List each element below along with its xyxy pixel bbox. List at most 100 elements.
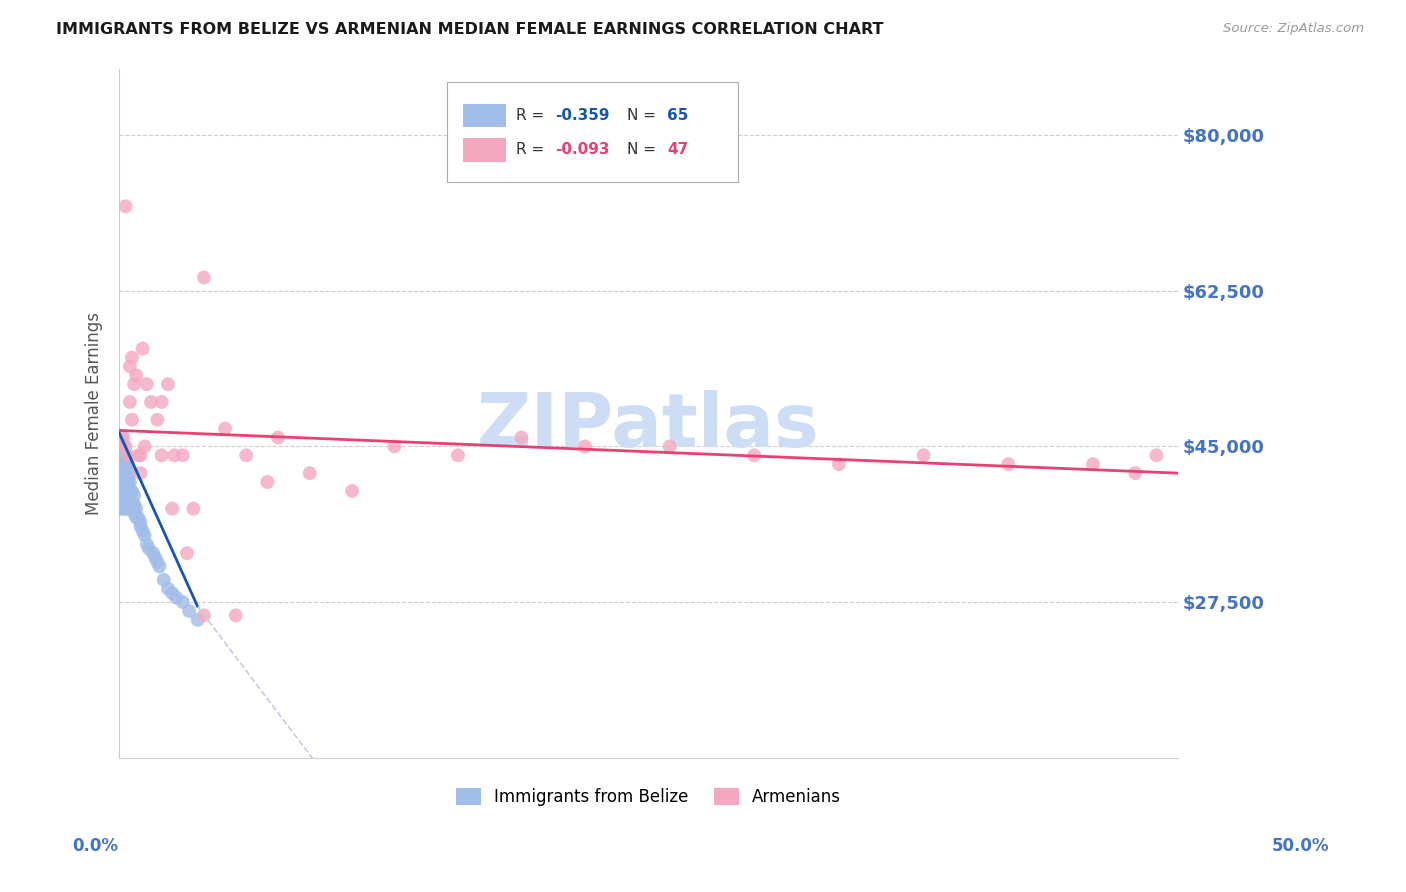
Point [110,492,132,507]
Point [150,448,173,462]
Point [187,613,209,627]
Point [110,448,132,462]
Point [114,452,136,467]
Point [235,448,257,462]
Point [117,501,139,516]
Point [122,497,145,511]
Point [146,555,169,569]
Point [114,457,136,471]
Point [127,510,149,524]
Point [118,497,141,511]
Point [112,466,135,480]
Point [193,270,215,285]
Point [114,488,136,502]
Point [118,359,141,374]
Point [125,510,148,524]
Point [135,537,157,551]
Point [118,395,141,409]
Text: 47: 47 [668,143,689,157]
Point [117,483,139,498]
Point [165,591,187,605]
Point [110,501,132,516]
Point [121,497,143,511]
Point [117,466,139,480]
Point [156,582,179,596]
Point [658,439,681,453]
Point [122,506,145,520]
Point [193,608,215,623]
Point [134,439,156,453]
Point [117,492,139,507]
Point [121,351,143,365]
Point [112,501,135,516]
Point [160,586,183,600]
Point [112,475,135,489]
Point [134,528,156,542]
Point [172,448,194,462]
Point [179,604,201,618]
Point [510,431,533,445]
Point [118,475,141,489]
Point [139,395,162,409]
Point [122,488,145,502]
Point [160,501,183,516]
Point [117,457,139,471]
Text: 65: 65 [668,108,689,123]
Point [112,488,135,502]
Point [110,466,132,480]
Point [118,466,141,480]
Point [125,501,148,516]
Point [150,395,173,409]
Point [110,452,132,467]
Point [828,457,851,471]
Point [183,501,205,516]
Point [131,524,153,538]
Point [148,559,170,574]
Point [112,431,135,445]
Point [122,377,145,392]
Point [125,368,148,383]
Point [152,573,174,587]
Text: 50.0%: 50.0% [1272,837,1329,855]
Point [112,439,135,453]
Text: IMMIGRANTS FROM BELIZE VS ARMENIAN MEDIAN FEMALE EARNINGS CORRELATION CHART: IMMIGRANTS FROM BELIZE VS ARMENIAN MEDIA… [56,22,884,37]
Text: -0.093: -0.093 [555,143,610,157]
Point [1144,448,1167,462]
Point [138,541,160,556]
Point [110,431,132,445]
Point [112,492,135,507]
Text: R =: R = [516,143,550,157]
Point [142,546,165,560]
Point [112,461,135,475]
Point [127,448,149,462]
Point [114,448,136,462]
Point [214,422,236,436]
Point [340,483,363,498]
Point [912,448,935,462]
Point [129,515,152,529]
Point [114,199,136,213]
Point [110,470,132,484]
Point [163,448,186,462]
Point [114,466,136,480]
Point [112,457,135,471]
Point [143,550,166,565]
Point [156,377,179,392]
Point [110,483,132,498]
Point [110,457,132,471]
Text: N =: N = [627,108,661,123]
Text: N =: N = [627,143,661,157]
Point [997,457,1019,471]
Point [114,501,136,516]
Point [129,448,152,462]
Text: 0.0%: 0.0% [73,837,118,855]
Point [267,431,290,445]
Point [146,413,169,427]
Point [172,595,194,609]
Point [1123,466,1146,480]
Point [176,546,198,560]
Text: -0.359: -0.359 [555,108,610,123]
Text: ZIPatlas: ZIPatlas [477,391,820,463]
Point [112,479,135,493]
Y-axis label: Median Female Earnings: Median Female Earnings [86,311,103,515]
